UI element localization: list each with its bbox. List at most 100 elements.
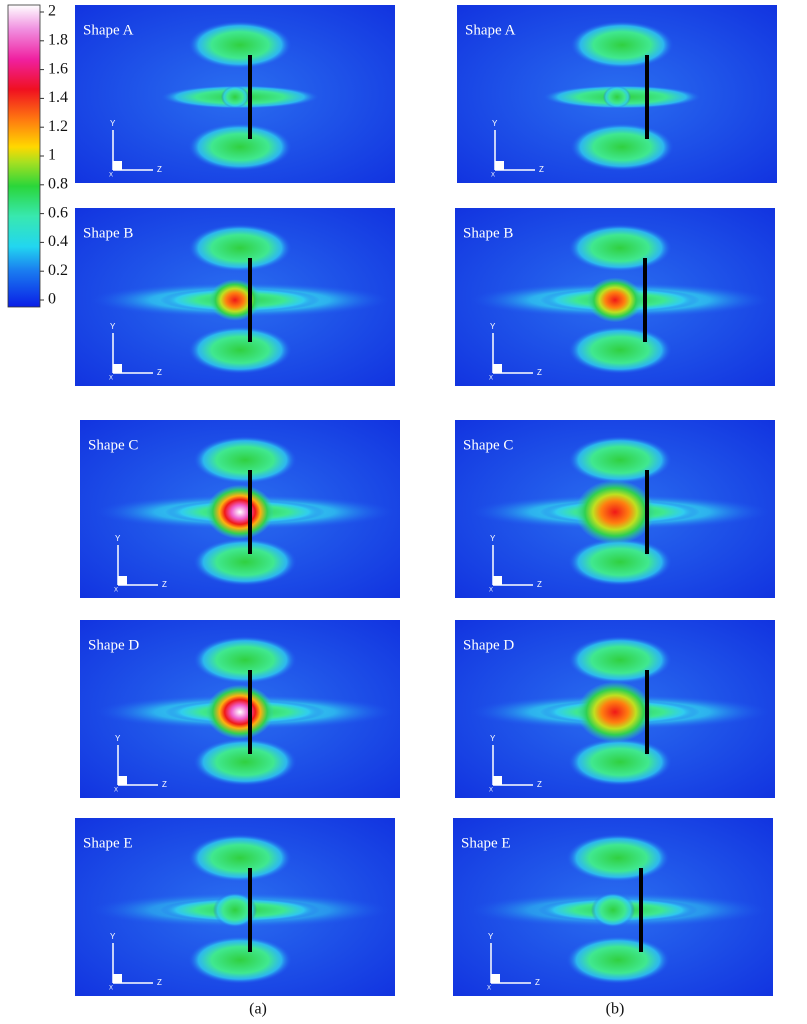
axis-label-x: X	[109, 173, 113, 179]
upper-lobe	[193, 636, 297, 684]
contour-panel: Shape E Y Z X	[75, 818, 395, 996]
axis-label-y: Y	[490, 534, 496, 543]
hot-spot	[206, 684, 274, 740]
axis-label-z: Z	[162, 780, 167, 789]
axis-origin	[118, 576, 127, 585]
axis-origin	[491, 974, 500, 983]
colorbar	[7, 4, 41, 308]
axis-label-y: Y	[110, 119, 116, 128]
upper-lobe	[568, 436, 672, 484]
hot-spot	[209, 279, 261, 321]
axis-label-z: Z	[162, 580, 167, 589]
colorbar-label: 0.2	[48, 262, 68, 279]
contour-panel: Shape C Y Z X	[455, 420, 775, 598]
hot-spot	[587, 277, 643, 323]
axis-label-z: Z	[537, 780, 542, 789]
caption: (a)	[249, 1001, 267, 1018]
colorbar-label: 0.4	[48, 233, 68, 250]
axis-origin	[495, 161, 504, 170]
lower-lobe	[193, 538, 297, 586]
axis-label-z: Z	[157, 368, 162, 377]
panel-label: Shape C	[88, 437, 138, 453]
upper-lobe	[188, 834, 292, 882]
panel-label: Shape B	[83, 225, 133, 241]
axis-label-x: X	[489, 376, 493, 382]
hot-spot	[206, 484, 274, 540]
lower-lobe	[188, 326, 292, 374]
axis-origin	[113, 364, 122, 373]
colorbar-label: 1.4	[48, 89, 68, 106]
hot-spot	[603, 85, 631, 109]
axis-label-z: Z	[539, 165, 544, 174]
caption: (b)	[606, 1001, 625, 1018]
lower-lobe	[193, 738, 297, 786]
axis-label-y: Y	[488, 932, 494, 941]
axis-label-x: X	[109, 986, 113, 992]
panel-label: Shape C	[463, 437, 513, 453]
contour-panel: Shape C Y Z X	[80, 420, 400, 598]
axis-label-x: X	[491, 173, 495, 179]
colorbar-label: 1.6	[48, 60, 68, 77]
axis-label-x: X	[487, 986, 491, 992]
upper-lobe	[566, 834, 670, 882]
axis-label-x: X	[114, 788, 118, 794]
hot-spot	[591, 892, 635, 928]
axis-label-z: Z	[535, 978, 540, 987]
upper-lobe	[188, 21, 292, 69]
axis-label-x: X	[114, 588, 118, 594]
axis-origin	[493, 364, 502, 373]
lower-lobe	[570, 123, 674, 171]
colorbar-label: 1.2	[48, 118, 68, 135]
lower-lobe	[188, 123, 292, 171]
upper-lobe	[193, 436, 297, 484]
axis-label-z: Z	[537, 368, 542, 377]
axis-label-y: Y	[115, 734, 121, 743]
contour-panel: Shape A Y Z X	[457, 5, 777, 183]
panel-label: Shape A	[83, 22, 134, 38]
upper-lobe	[568, 636, 672, 684]
lower-lobe	[568, 538, 672, 586]
axis-origin	[118, 776, 127, 785]
panel-label: Shape E	[461, 835, 511, 851]
axis-label-x: X	[489, 788, 493, 794]
axis-label-y: Y	[492, 119, 498, 128]
axis-label-y: Y	[490, 734, 496, 743]
axis-label-y: Y	[110, 322, 116, 331]
colorbar-label: 1.8	[48, 31, 68, 48]
lower-lobe	[188, 936, 292, 984]
contour-panel: Shape E Y Z X	[453, 818, 773, 996]
axis-label-y: Y	[110, 932, 116, 941]
axis-label-x: X	[489, 588, 493, 594]
axis-label-z: Z	[157, 978, 162, 987]
contour-panel: Shape A Y Z X	[75, 5, 395, 183]
lower-lobe	[566, 936, 670, 984]
upper-lobe	[568, 224, 672, 272]
panel-label: Shape B	[463, 225, 513, 241]
lower-lobe	[568, 326, 672, 374]
axis-label-z: Z	[157, 165, 162, 174]
axis-origin	[113, 974, 122, 983]
hot-spot	[221, 85, 249, 109]
colorbar-label: 1	[48, 147, 56, 164]
colorbar-label: 0.6	[48, 204, 68, 221]
contour-panel: Shape D Y Z X	[455, 620, 775, 798]
axis-label-y: Y	[490, 322, 496, 331]
hot-spot	[213, 892, 257, 928]
axis-origin	[493, 776, 502, 785]
upper-lobe	[570, 21, 674, 69]
contour-panel: Shape D Y Z X	[80, 620, 400, 798]
contour-panel: Shape B Y Z X	[75, 208, 395, 386]
panel-label: Shape E	[83, 835, 133, 851]
axis-origin	[493, 576, 502, 585]
axis-label-z: Z	[537, 580, 542, 589]
axis-origin	[113, 161, 122, 170]
panel-label: Shape D	[88, 637, 139, 653]
upper-lobe	[188, 224, 292, 272]
hot-spot	[577, 681, 653, 743]
colorbar-label: 0	[48, 291, 56, 308]
hot-spot	[575, 480, 655, 544]
colorbar-label: 0.8	[48, 175, 68, 192]
panel-label: Shape D	[463, 637, 514, 653]
